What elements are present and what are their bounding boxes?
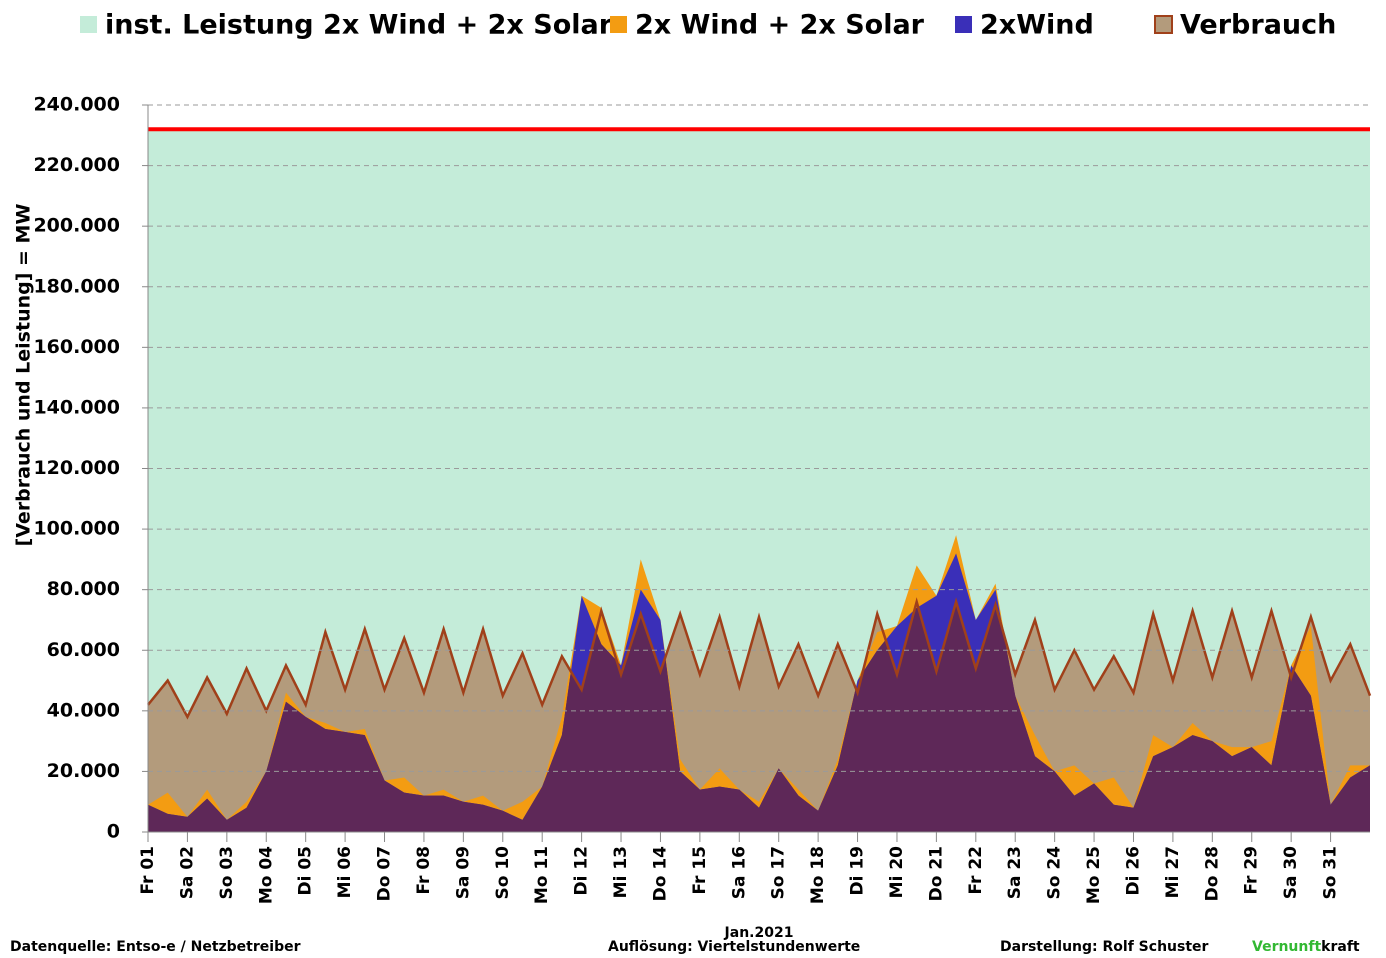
y-tick-label: 180.000 bbox=[33, 275, 120, 297]
y-axis-label: [Verbrauch und Leistung] = MW bbox=[13, 204, 35, 547]
y-tick-label: 140.000 bbox=[33, 396, 120, 418]
legend-swatch bbox=[1154, 15, 1173, 34]
x-axis-label: Jan.2021 bbox=[724, 925, 794, 941]
x-tick-label: Fr 15 bbox=[690, 846, 710, 895]
x-tick-label: Sa 16 bbox=[729, 846, 749, 899]
x-tick-label: Sa 30 bbox=[1281, 846, 1301, 899]
footer-brand: Vernunftkraft bbox=[1252, 939, 1360, 955]
y-tick-label: 40.000 bbox=[47, 699, 120, 721]
y-tick-label: 60.000 bbox=[47, 639, 120, 661]
y-tick-label: 100.000 bbox=[33, 518, 120, 540]
x-tick-label: So 17 bbox=[769, 846, 789, 900]
y-tick-label: 200.000 bbox=[33, 215, 120, 237]
x-tick-label: Sa 23 bbox=[1005, 846, 1025, 899]
x-tick-label: So 03 bbox=[217, 846, 237, 900]
footer-resolution: Auflösung: Viertelstundenwerte bbox=[608, 939, 860, 955]
y-tick-label: 0 bbox=[107, 821, 120, 843]
y-tick-label: 160.000 bbox=[33, 336, 120, 358]
x-tick-label: Fr 22 bbox=[966, 846, 986, 895]
x-tick-label: Di 05 bbox=[296, 846, 316, 896]
footer-author: Darstellung: Rolf Schuster bbox=[1000, 939, 1209, 955]
x-tick-label: Fr 29 bbox=[1242, 846, 1262, 895]
legend-label: 2xWind bbox=[980, 10, 1094, 41]
brand-black: kraft bbox=[1321, 939, 1360, 955]
x-tick-label: Mi 20 bbox=[887, 846, 907, 898]
x-tick-label: Mi 06 bbox=[335, 846, 355, 898]
legend-label: inst. Leistung 2x Wind + 2x Solar bbox=[105, 10, 613, 41]
legend-label: Verbrauch bbox=[1180, 10, 1336, 41]
x-tick-label: Mi 13 bbox=[611, 846, 631, 898]
x-tick-label: Mi 27 bbox=[1163, 846, 1183, 898]
y-tick-label: 240.000 bbox=[33, 94, 120, 116]
brand-green: Vernunft bbox=[1252, 939, 1321, 955]
y-tick-label: 120.000 bbox=[33, 457, 120, 479]
x-tick-label: Do 07 bbox=[375, 846, 395, 901]
x-tick-label: Mo 11 bbox=[532, 846, 552, 904]
legend-swatch bbox=[610, 16, 627, 33]
x-tick-label: Di 12 bbox=[572, 846, 592, 896]
x-tick-label: Do 14 bbox=[650, 846, 670, 902]
area-wind-overlap bbox=[148, 601, 1370, 832]
legend-swatch bbox=[80, 16, 97, 33]
x-tick-label: Di 19 bbox=[848, 846, 868, 896]
x-tick-label: Mo 04 bbox=[256, 846, 276, 904]
x-tick-label: Mo 25 bbox=[1084, 846, 1104, 904]
line-consumption bbox=[147, 597, 1372, 720]
x-tick-label: Fr 08 bbox=[414, 846, 434, 895]
x-tick-label: Mo 18 bbox=[808, 846, 828, 904]
x-tick-label: So 31 bbox=[1321, 846, 1341, 900]
x-tick-label: So 24 bbox=[1045, 846, 1065, 900]
area-installed bbox=[148, 129, 1370, 832]
y-tick-label: 80.000 bbox=[47, 578, 120, 600]
x-tick-label: So 10 bbox=[493, 846, 513, 900]
x-tick-label: Do 28 bbox=[1202, 846, 1222, 901]
x-tick-label: Sa 02 bbox=[177, 846, 197, 899]
x-tick-label: Fr 01 bbox=[138, 846, 158, 895]
x-tick-label: Sa 09 bbox=[453, 846, 473, 899]
y-tick-label: 20.000 bbox=[47, 760, 120, 782]
x-tick-label: Di 26 bbox=[1123, 846, 1143, 896]
x-tick-label: Do 21 bbox=[926, 846, 946, 901]
legend-swatch bbox=[955, 16, 972, 33]
y-tick-label: 220.000 bbox=[33, 154, 120, 176]
footer-source: Datenquelle: Entso-e / Netzbetreiber bbox=[10, 939, 301, 955]
legend-label: 2x Wind + 2x Solar bbox=[635, 10, 925, 41]
